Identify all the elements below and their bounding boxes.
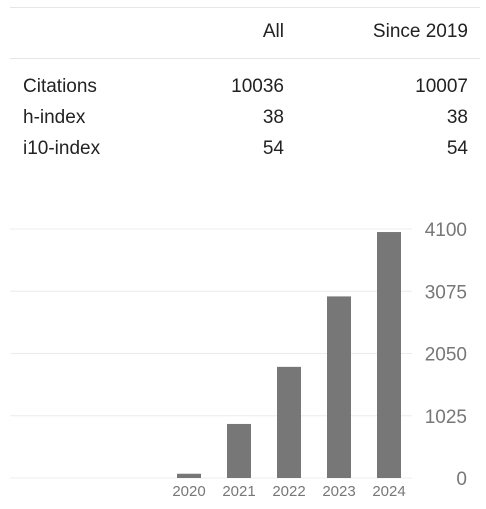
row-value-all: 38: [262, 107, 284, 128]
row-value-since: 54: [446, 138, 468, 159]
row-value-since: 10007: [415, 76, 468, 97]
bar-2020[interactable]: [177, 473, 201, 478]
table-header-divider: [10, 58, 480, 59]
table-top-border: [10, 7, 480, 8]
table-row-i10-index: i10-index 54 54: [10, 135, 480, 163]
bar-2022[interactable]: [277, 366, 301, 478]
x-tick-label: 2023: [322, 483, 355, 500]
column-header-all: All: [262, 21, 284, 42]
bar-2023[interactable]: [327, 296, 351, 478]
y-tick-label: 0: [456, 469, 467, 490]
table-row-h-index: h-index 38 38: [10, 104, 480, 132]
y-tick-label: 4100: [425, 220, 467, 241]
y-tick-label: 1025: [425, 407, 467, 428]
row-value-since: 38: [446, 107, 468, 128]
row-label: h-index: [23, 107, 86, 128]
row-value-all: 10036: [231, 76, 284, 97]
y-tick-label: 2050: [425, 345, 467, 366]
column-header-since-2019: Since 2019: [372, 21, 468, 42]
x-tick-label: 2022: [272, 483, 305, 500]
table-header-row: All Since 2019: [10, 18, 480, 46]
row-label: i10-index: [23, 138, 101, 159]
row-value-all: 54: [262, 138, 284, 159]
bar-2021[interactable]: [227, 423, 251, 478]
bar-2024[interactable]: [377, 232, 401, 478]
x-tick-label: 2021: [222, 483, 255, 500]
y-tick-label: 3075: [425, 282, 467, 303]
table-row-citations: Citations 10036 10007: [10, 73, 480, 101]
x-tick-label: 2024: [372, 483, 405, 500]
x-tick-label: 2020: [172, 483, 205, 500]
row-label: Citations: [23, 76, 97, 97]
